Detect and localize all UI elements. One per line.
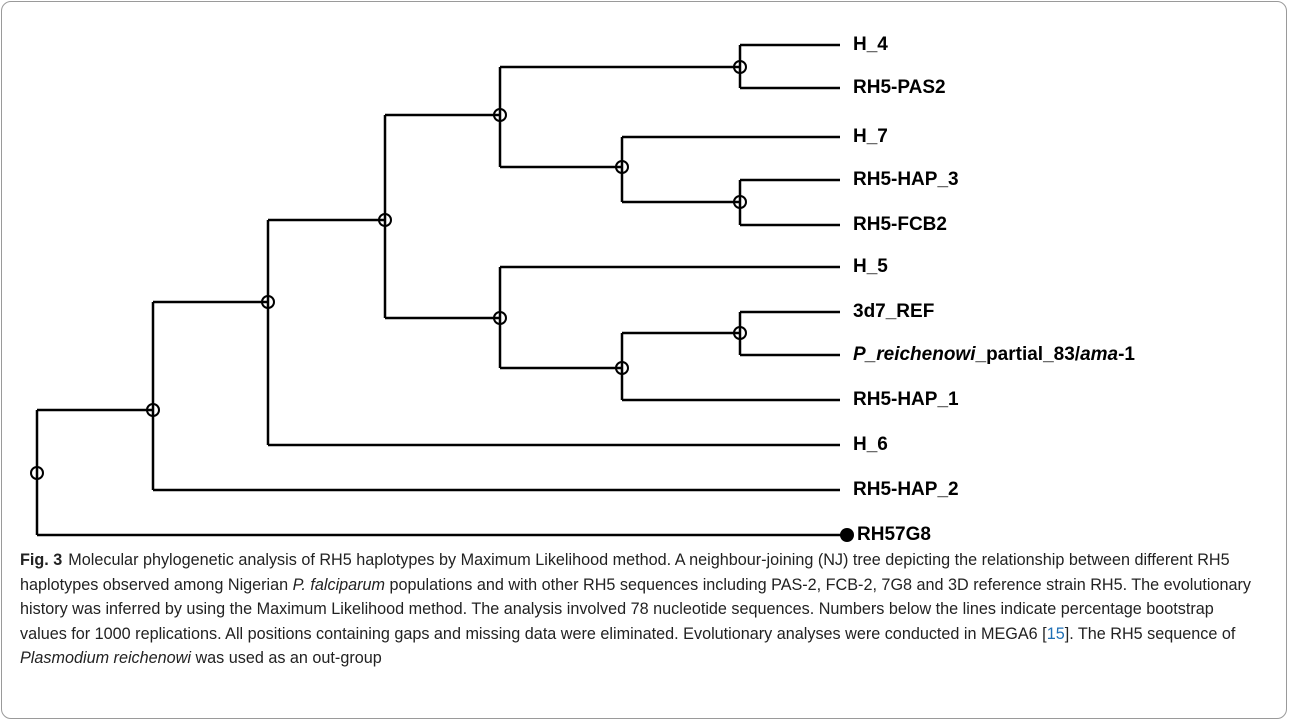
caption-text: was used as an out-group xyxy=(190,649,382,667)
leaf-label: RH5-PAS2 xyxy=(853,77,946,98)
leaf-label: H_4 xyxy=(853,34,888,55)
caption-text: ]. The RH5 sequence of xyxy=(1064,624,1236,643)
leaf-label-part: -1 xyxy=(1118,344,1135,365)
leaf-label: RH5-HAP_2 xyxy=(853,479,959,500)
figure-caption: Fig. 3 Molecular phylogenetic analysis of… xyxy=(20,548,1265,671)
leaf-label-part: _partial_83/ xyxy=(975,344,1081,365)
leaf-label-part: ama xyxy=(1080,344,1118,365)
leaf-label: RH5-HAP_1 xyxy=(853,389,959,410)
branches xyxy=(35,43,845,537)
leaf-label: 3d7_REF xyxy=(853,301,934,322)
leaf-label: RH57G8 xyxy=(857,524,931,545)
caption-text: Molecular phylogenetic analysis of RH5 h… xyxy=(20,551,1230,594)
nodes xyxy=(30,60,854,542)
leaf-labels: H_4 RH5-PAS2 H_7 RH5-HAP_3 RH5-FCB2 H_5 … xyxy=(853,34,1135,545)
citation-link[interactable]: 15 xyxy=(1046,624,1065,643)
leaf-label: H_7 xyxy=(853,126,888,147)
leaf-label: P_reichenowi_partial_83/ama-1 xyxy=(853,344,1135,365)
leaf-label: RH5-HAP_3 xyxy=(853,169,959,190)
leaf-label: RH5-FCB2 xyxy=(853,214,947,235)
caption-text: populations and with other RH5 sequences… xyxy=(20,575,1251,643)
caption-text: Plasmodium reichenowi xyxy=(20,649,191,667)
caption-text: P. falciparum xyxy=(292,575,386,594)
caption-label: Fig. 3 xyxy=(20,551,63,569)
leaf-label-part: P_reichenowi xyxy=(853,344,976,365)
leaf-label: H_5 xyxy=(853,256,888,277)
phylogenetic-tree: H_4 RH5-PAS2 H_7 RH5-HAP_3 RH5-FCB2 H_5 … xyxy=(30,34,1135,545)
leaf-label: H_6 xyxy=(853,434,888,455)
